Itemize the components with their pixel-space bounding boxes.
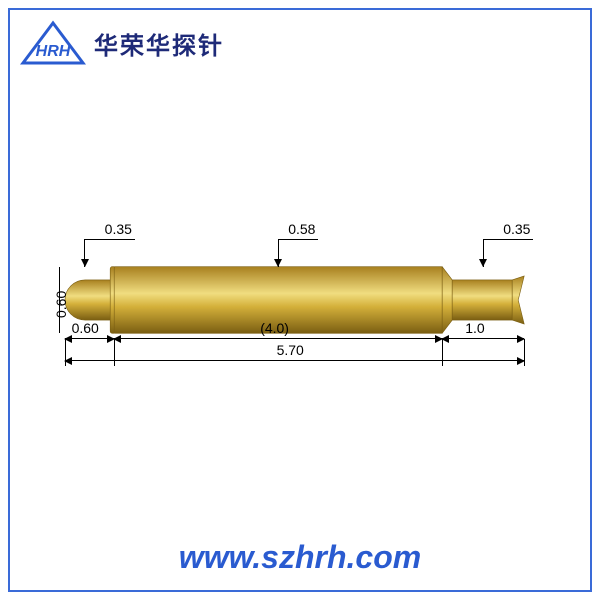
technical-drawing: 0.60 (4.0) 1.0 5.70 0.35 0.58 0.35 0.60 <box>0 0 600 600</box>
website-url: www.szhrh.com <box>0 539 600 576</box>
dim-total-length: 5.70 <box>277 342 304 358</box>
step-dia-line <box>59 267 60 334</box>
extension-line <box>114 339 115 366</box>
probe-pin-icon <box>0 0 600 600</box>
dimension-arrow <box>442 338 524 339</box>
dim-tip-diameter: 0.35 <box>105 221 132 237</box>
dim-body-diameter: 0.58 <box>288 221 315 237</box>
dimension-arrow <box>114 338 442 339</box>
page: HRH 华荣华探针 华荣华测试探针官网 0.60(4.0)1.05.700.35… <box>0 0 600 600</box>
dim-body-length: (4.0) <box>260 320 289 336</box>
dim-step-diameter: 0.60 <box>53 291 69 318</box>
dim-tip-length: 0.60 <box>72 320 99 336</box>
leader-line <box>483 239 533 240</box>
extension-line <box>442 339 443 366</box>
dimension-arrow <box>65 338 114 339</box>
dim-tail-diameter: 0.35 <box>503 221 530 237</box>
leader-line <box>85 239 135 240</box>
leader-line <box>278 239 318 240</box>
dim-tail-length: 1.0 <box>465 320 484 336</box>
dimension-arrow <box>65 360 524 361</box>
